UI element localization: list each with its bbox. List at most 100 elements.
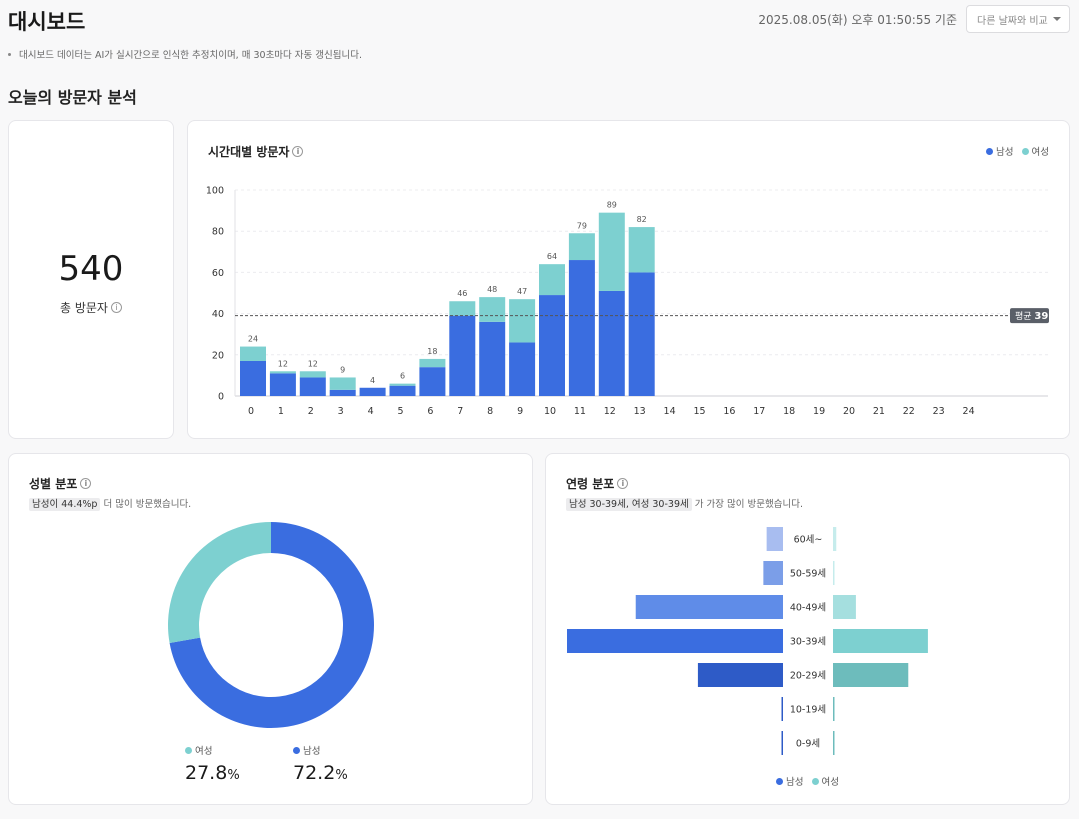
x-tick-label: 12 — [604, 406, 616, 417]
bar-male[interactable] — [299, 377, 326, 396]
caret-down-icon — [1053, 17, 1061, 21]
bar-female[interactable] — [509, 299, 536, 343]
bar-male[interactable] — [269, 373, 296, 396]
info-icon[interactable]: i — [110, 302, 122, 313]
info-icon[interactable]: i — [80, 478, 92, 489]
age-summary-highlight: 남성 30-39세, 여성 30-39세 — [566, 498, 692, 511]
bar-female[interactable] — [479, 297, 506, 322]
female-label: 여성 — [195, 746, 213, 757]
age-bar-female[interactable] — [833, 697, 835, 721]
bar-male[interactable] — [479, 321, 506, 396]
bar-male[interactable] — [539, 295, 565, 396]
age-bar-female[interactable] — [833, 629, 928, 653]
compare-date-dropdown[interactable]: 다른 날짜와 비교 — [966, 5, 1070, 33]
average-badge — [1010, 308, 1049, 324]
legend-dot-male — [776, 778, 784, 785]
age-bar-female[interactable] — [833, 527, 837, 551]
bar-female[interactable] — [598, 212, 625, 291]
legend-male: 남성 — [986, 144, 1014, 158]
legend-female: 여성 — [811, 774, 839, 788]
bar-female[interactable] — [329, 377, 356, 390]
bar-total-label: 18 — [427, 347, 437, 356]
gender-summary: 남성이 44.4%p 더 많이 방문했습니다. — [29, 496, 192, 511]
age-bar-male[interactable] — [766, 527, 783, 551]
page-title: 대시보드 — [8, 10, 86, 34]
info-icon[interactable]: i — [292, 146, 304, 157]
bar-male[interactable] — [419, 367, 446, 396]
age-bar-male[interactable] — [763, 561, 783, 585]
age-bar-male[interactable] — [697, 663, 783, 687]
gender-donut-chart — [168, 522, 374, 728]
age-distribution-card: 연령 분포 i 남성 30-39세, 여성 30-39세 가 가장 많이 방문했습… — [545, 453, 1070, 805]
bar-male[interactable] — [449, 315, 476, 396]
x-tick-label: 5 — [397, 406, 403, 417]
bar-female[interactable] — [419, 358, 446, 368]
bar-female[interactable] — [539, 264, 565, 296]
bar-male[interactable] — [240, 360, 266, 396]
bar-female[interactable] — [299, 371, 326, 378]
y-tick-label: 40 — [212, 309, 224, 320]
bar-total-label: 82 — [637, 215, 647, 224]
legend-dot-female — [811, 778, 819, 785]
donut-slice-male[interactable] — [169, 522, 374, 728]
bar-male[interactable] — [329, 389, 356, 396]
x-tick-label: 8 — [487, 406, 493, 417]
bar-male[interactable] — [568, 260, 595, 396]
age-bar-female[interactable] — [833, 561, 835, 585]
x-tick-label: 21 — [873, 406, 885, 417]
age-group-label: 10-19세 — [790, 705, 826, 716]
age-bar-male[interactable] — [567, 629, 783, 653]
bar-female[interactable] — [269, 371, 296, 374]
x-tick-label: 7 — [457, 406, 463, 417]
legend-male-label: 남성 — [996, 147, 1014, 158]
x-tick-label: 0 — [248, 406, 254, 417]
last-updated-timestamp: 2025.08.05(화) 오후 01:50:55 기준 — [758, 13, 957, 27]
age-group-label: 40-49세 — [790, 603, 826, 614]
hourly-visitors-card: 시간대별 방문자 i 남성 여성 0 20 40 60 80 100 0 24 1 12 2 12 3 9 4… — [187, 120, 1070, 439]
bar-female[interactable] — [240, 346, 266, 361]
total-visitors-label-text: 총 방문자 — [60, 301, 108, 315]
total-visitors-label: 총 방문자 i — [9, 299, 173, 316]
x-tick-label: 4 — [368, 406, 374, 417]
info-icon[interactable]: i — [617, 478, 629, 489]
age-group-label: 30-39세 — [790, 637, 826, 648]
male-percentage: 72.2% — [293, 762, 348, 784]
age-bar-female[interactable] — [833, 663, 909, 687]
hourly-chart-title-text: 시간대별 방문자 — [208, 145, 290, 159]
x-tick-label: 11 — [574, 406, 586, 417]
section-title: 오늘의 방문자 분석 — [8, 88, 137, 107]
age-bar-male[interactable] — [781, 731, 784, 755]
gender-summary-text: 더 많이 방문했습니다. — [103, 499, 192, 510]
y-tick-label: 80 — [212, 227, 224, 238]
age-pyramid-chart: 60세~ 50-59세 40-49세 30-39세 20-29세 10-19세 0-9세 — [567, 527, 928, 755]
bar-male[interactable] — [509, 342, 536, 396]
age-bar-female[interactable] — [833, 595, 856, 619]
age-bar-male[interactable] — [781, 697, 784, 721]
age-group-label: 50-59세 — [790, 569, 826, 580]
bar-total-label: 64 — [547, 252, 557, 261]
age-bar-female[interactable] — [833, 731, 835, 755]
x-tick-label: 23 — [933, 406, 945, 417]
data-notice: 대시보드 데이터는 AI가 실시간으로 인식한 추정치이며, 매 30초마다 자… — [8, 47, 362, 61]
pct-unit: % — [227, 768, 240, 783]
bar-male[interactable] — [628, 272, 655, 396]
age-legend: 남성 여성 — [546, 774, 1069, 788]
bar-male[interactable] — [598, 290, 625, 396]
pct-unit: % — [335, 768, 348, 783]
male-label: 남성 — [303, 746, 321, 757]
bar-female[interactable] — [628, 227, 655, 273]
age-bar-male[interactable] — [635, 595, 783, 619]
age-group-label: 20-29세 — [790, 671, 826, 682]
average-badge-label: 평균 39 — [1015, 311, 1048, 322]
bar-female[interactable] — [389, 383, 416, 386]
bar-total-label: 48 — [487, 285, 497, 294]
gender-chart-title-text: 성별 분포 — [29, 477, 78, 491]
bar-male[interactable] — [359, 387, 386, 396]
bar-female[interactable] — [568, 233, 595, 261]
legend-dot-female — [1021, 148, 1029, 155]
legend-dot-female — [185, 747, 192, 754]
bar-female[interactable] — [449, 301, 476, 316]
x-tick-label: 14 — [664, 406, 676, 417]
donut-slice-female[interactable] — [168, 522, 271, 644]
bar-male[interactable] — [389, 385, 416, 396]
